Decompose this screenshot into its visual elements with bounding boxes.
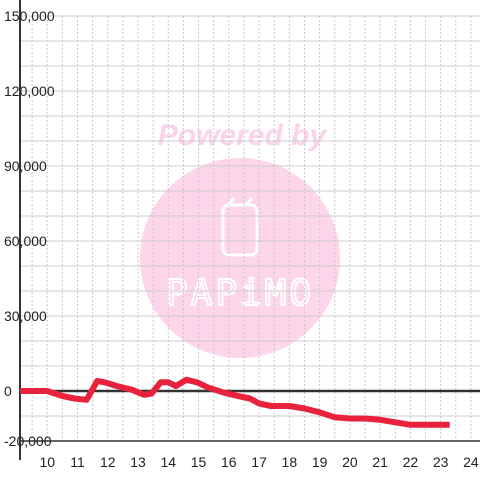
- x-tick-label: 20: [342, 454, 358, 470]
- x-tick-label: 18: [282, 454, 298, 470]
- watermark-powered-by: Powered by: [158, 119, 328, 152]
- x-tick-label: 15: [191, 454, 207, 470]
- y-tick-label: 60,000: [4, 233, 47, 249]
- x-tick-label: 10: [39, 454, 55, 470]
- phone-icon: [221, 197, 259, 257]
- watermark-circle: [140, 158, 340, 358]
- y-tick-label: -20,000: [4, 433, 52, 449]
- x-tick-label: 23: [433, 454, 449, 470]
- grid-lines: [20, 15, 480, 442]
- x-tick-label: 16: [221, 454, 237, 470]
- y-tick-label: 90,000: [4, 158, 47, 174]
- x-tick-label: 22: [403, 454, 419, 470]
- y-tick-label: 120,000: [4, 83, 55, 99]
- series-lines: [20, 376, 450, 428]
- y-tick-label: 150,000: [4, 8, 55, 24]
- y-tick-label: 0: [4, 383, 12, 399]
- x-tick-label: 19: [312, 454, 328, 470]
- x-tick-labels: 10 11 12 13 14 15 16 17 18 19 20 21 22 23 24: [39, 454, 478, 470]
- x-tick-label: 12: [100, 454, 116, 470]
- axes: [19, 0, 480, 460]
- x-tick-label: 14: [161, 454, 177, 470]
- watermark-logo-text: PAPiMO: [166, 273, 314, 314]
- x-tick-label: 13: [130, 454, 146, 470]
- papimo-watermark: Powered by PAPiMO: [140, 119, 340, 358]
- y-tick-labels: -20,000 0 30,000 60,000 90,000 120,000 150,000: [4, 8, 55, 449]
- x-tick-label: 24: [463, 454, 479, 470]
- x-tick-label: 11: [70, 454, 85, 470]
- y-tick-label: 30,000: [4, 308, 47, 324]
- x-tick-label: 21: [372, 454, 388, 470]
- x-tick-label: 17: [251, 454, 267, 470]
- series-line: [20, 376, 450, 428]
